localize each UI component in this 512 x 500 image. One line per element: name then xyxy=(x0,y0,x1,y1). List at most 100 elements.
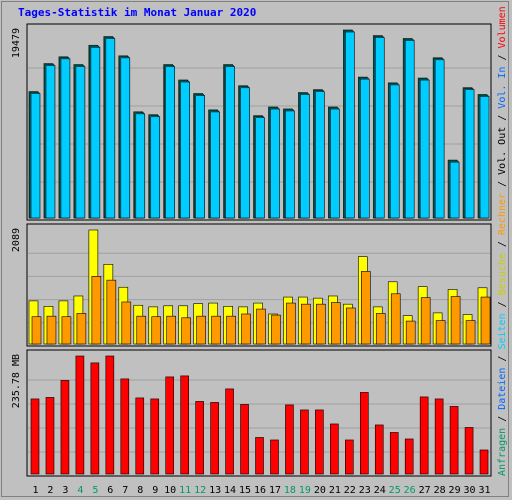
bar-rechner xyxy=(316,303,326,345)
bar-volumen xyxy=(60,380,70,475)
bar-seiten xyxy=(75,66,86,219)
bar-seiten xyxy=(404,40,415,219)
day-label: 7 xyxy=(122,485,128,496)
day-label: 9 xyxy=(152,485,158,496)
legend-entry: Volumen xyxy=(497,6,508,48)
bar-rechner xyxy=(271,314,281,345)
bar-seiten xyxy=(180,81,190,219)
bar-volumen xyxy=(345,439,354,475)
bar-seiten xyxy=(195,95,205,219)
bar-rechner xyxy=(346,307,356,345)
day-label: 17 xyxy=(269,485,281,496)
bar-rechner xyxy=(435,320,446,345)
day-label: 16 xyxy=(254,485,266,496)
bar-seiten xyxy=(240,87,250,219)
bar-rechner xyxy=(136,315,147,345)
bar-volumen xyxy=(255,437,264,475)
bar-seiten xyxy=(135,113,146,219)
legend-entry: / xyxy=(497,295,508,313)
bar-seiten xyxy=(30,93,41,219)
bar-seiten xyxy=(210,111,220,219)
bar-volumen xyxy=(374,424,384,475)
bar-seiten xyxy=(464,89,475,219)
legend-entry: Vol. In xyxy=(497,67,508,109)
day-label: 14 xyxy=(224,485,236,496)
bar-rechner xyxy=(465,320,476,345)
bar-volumen xyxy=(180,375,189,475)
legend-entry: Anfragen xyxy=(497,428,508,476)
bar-rechner xyxy=(286,302,296,345)
day-label: 27 xyxy=(419,485,431,496)
legend-entry: / xyxy=(497,410,508,428)
day-label: 11 xyxy=(179,485,191,496)
day-label: 12 xyxy=(194,485,206,496)
bar-rechner xyxy=(151,316,162,345)
bar-seiten xyxy=(374,37,385,219)
bar-volumen xyxy=(135,397,145,475)
chart-title: Tages-Statistik im Monat Januar 2020 xyxy=(18,6,257,19)
bar-rechner xyxy=(46,315,57,345)
bar-rechner xyxy=(405,320,416,345)
day-label: 15 xyxy=(239,485,251,496)
bar-rechner xyxy=(166,315,177,345)
bar-seiten xyxy=(150,116,161,219)
legend-entry: Vol. Out xyxy=(497,127,508,175)
day-label: 28 xyxy=(434,485,446,496)
bar-volumen xyxy=(330,423,339,475)
bar-volumen xyxy=(464,427,474,475)
day-label: 13 xyxy=(209,485,221,496)
ytick-requests: 19479 xyxy=(11,28,22,58)
bar-seiten xyxy=(389,84,400,219)
bar-volumen xyxy=(285,404,294,475)
bar-volumen xyxy=(300,409,309,475)
bar-volumen xyxy=(120,378,130,475)
right-legend-label: Anfragen / Dateien / Seiten / Besuche / … xyxy=(497,6,508,476)
day-label: 3 xyxy=(62,485,68,496)
bar-volumen xyxy=(389,432,399,475)
bar-seiten xyxy=(359,78,370,219)
legend-entry: Dateien xyxy=(497,368,508,410)
day-label: 8 xyxy=(137,485,143,496)
bar-seiten xyxy=(330,108,340,219)
bar-seiten xyxy=(60,58,71,219)
bar-volumen xyxy=(225,388,234,475)
day-label: 30 xyxy=(464,485,476,496)
bar-rechner xyxy=(420,297,431,345)
ytick-volume: 235.78 MB xyxy=(11,354,22,408)
bar-seiten xyxy=(45,65,56,219)
bar-rechner xyxy=(196,315,206,345)
legend-entry: / xyxy=(497,175,508,193)
bar-rechner xyxy=(226,315,236,345)
bar-rechner xyxy=(331,302,341,345)
bar-seiten xyxy=(449,161,460,219)
day-label: 24 xyxy=(374,485,386,496)
legend-entry: / xyxy=(497,350,508,368)
bar-seiten xyxy=(225,66,235,219)
legend-entry: Seiten xyxy=(497,313,508,349)
bar-volumen xyxy=(165,376,175,475)
bar-rechner xyxy=(181,317,191,345)
legend-entry: / xyxy=(497,235,508,253)
legend-entry: Besuche xyxy=(497,253,508,295)
bar-rechner xyxy=(61,316,72,345)
legend-entry: / xyxy=(497,48,508,66)
bar-seiten xyxy=(315,91,325,219)
bar-rechner xyxy=(241,313,251,345)
bar-volumen xyxy=(105,355,115,475)
ytick-visits: 2089 xyxy=(11,228,22,252)
day-label: 1 xyxy=(32,485,38,496)
bar-volumen xyxy=(315,409,324,475)
bar-seiten xyxy=(165,66,176,219)
day-label: 25 xyxy=(389,485,401,496)
bar-volumen xyxy=(90,362,100,475)
bar-rechner xyxy=(480,296,491,345)
bar-seiten xyxy=(285,110,295,219)
bar-rechner xyxy=(301,303,311,345)
bar-rechner xyxy=(256,308,266,345)
bar-volumen xyxy=(30,398,40,475)
bar-seiten xyxy=(345,31,355,219)
bar-volumen xyxy=(195,401,204,475)
day-label: 26 xyxy=(404,485,416,496)
day-label: 18 xyxy=(284,485,296,496)
